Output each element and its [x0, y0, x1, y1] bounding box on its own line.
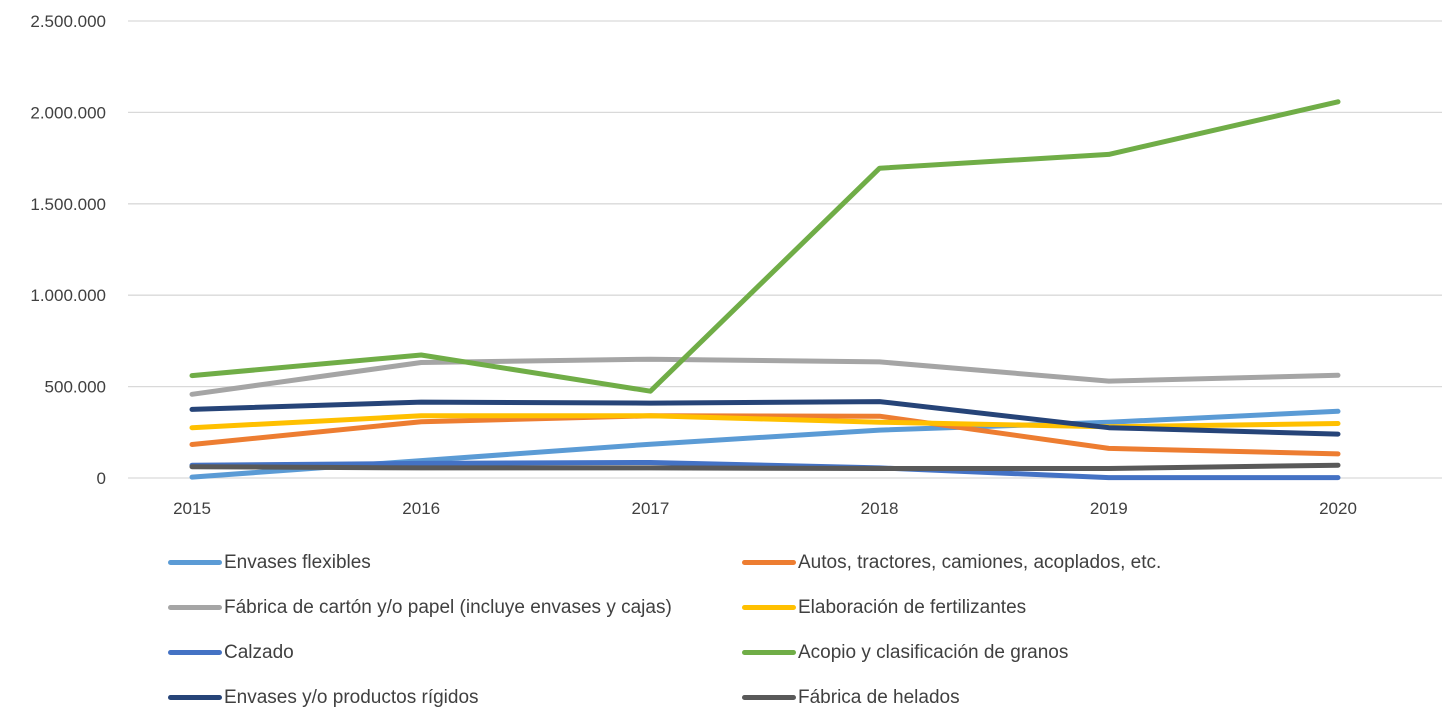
y-tick-label: 1.500.000: [30, 195, 106, 214]
series-line: [189, 99, 1341, 394]
y-tick-label: 1.000.000: [30, 286, 106, 305]
legend-item: Fábrica de helados: [742, 680, 1302, 715]
x-tick-label: 2020: [1319, 499, 1357, 518]
x-axis-tick-labels: 2015 2016 2017 2018 2019 2020: [173, 499, 1357, 518]
x-tick-label: 2019: [1090, 499, 1128, 518]
y-tick-label: 2.500.000: [30, 12, 106, 31]
legend-swatch: [742, 560, 796, 565]
legend-item: Autos, tractores, camiones, acoplados, e…: [742, 545, 1302, 580]
legend-swatch: [168, 695, 222, 700]
legend-item: Calzado: [168, 635, 742, 670]
series-line: [189, 413, 1341, 431]
legend-item: Elaboración de fertilizantes: [742, 590, 1302, 625]
legend-item: Acopio y clasificación de granos: [742, 635, 1302, 670]
legend-label: Fábrica de cartón y/o papel (incluye env…: [224, 596, 672, 618]
legend-swatch: [168, 560, 222, 565]
legend-item: Fábrica de cartón y/o papel (incluye env…: [168, 590, 742, 625]
legend: Envases flexibles Autos, tractores, camio…: [168, 545, 1348, 715]
legend-label: Autos, tractores, camiones, acoplados, e…: [798, 551, 1162, 573]
gridlines: [128, 20, 1442, 479]
legend-label: Calzado: [224, 641, 294, 663]
series-line: [189, 399, 1341, 437]
y-tick-label: 0: [97, 469, 106, 488]
legend-swatch: [742, 650, 796, 655]
legend-label: Envases flexibles: [224, 551, 371, 573]
series-lines: [189, 99, 1341, 481]
legend-item: Envases y/o productos rígidos: [168, 680, 742, 715]
y-tick-label: 2.000.000: [30, 103, 106, 122]
legend-swatch: [742, 695, 796, 700]
x-tick-label: 2015: [173, 499, 211, 518]
legend-swatch: [168, 650, 222, 655]
x-tick-label: 2016: [402, 499, 440, 518]
legend-label: Envases y/o productos rígidos: [224, 686, 479, 708]
legend-swatch: [742, 605, 796, 610]
legend-label: Fábrica de helados: [798, 686, 960, 708]
y-tick-label: 500.000: [45, 378, 106, 397]
legend-label: Acopio y clasificación de granos: [798, 641, 1069, 663]
legend-swatch: [168, 605, 222, 610]
series-line: [189, 356, 1341, 397]
x-tick-label: 2017: [631, 499, 669, 518]
series-line: [189, 413, 1341, 457]
line-chart: 0 500.000 1.000.000 1.500.000 2.000.000 2.500…: [30, 12, 1442, 518]
legend-item: Envases flexibles: [168, 545, 742, 580]
legend-label: Elaboración de fertilizantes: [798, 596, 1027, 618]
series-line: [189, 462, 1341, 471]
series-line: [189, 460, 1341, 481]
x-tick-label: 2018: [861, 499, 899, 518]
y-axis-tick-labels: 0 500.000 1.000.000 1.500.000 2.000.000 2.500…: [30, 12, 106, 488]
